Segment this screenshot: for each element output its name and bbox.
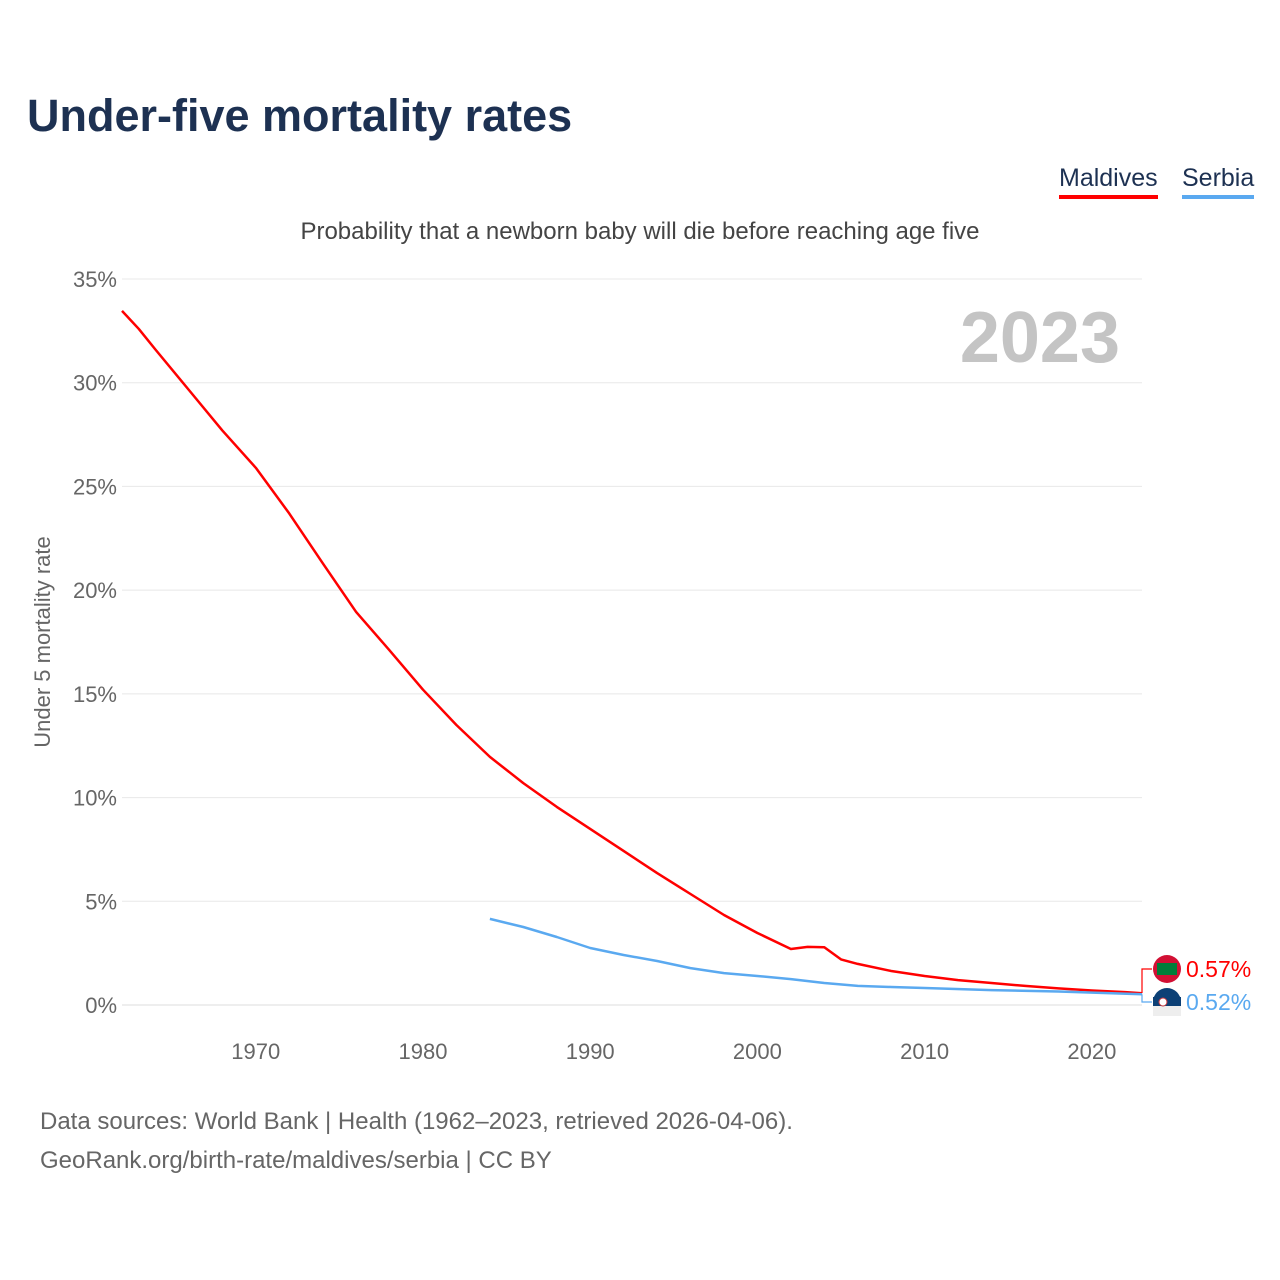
line-chart: 0% 5% 10% 15% 20% 25% 30% 35% 1970 1980 1990 2000 20…: [30, 267, 1251, 1064]
x-tick-label: 2010: [900, 1039, 949, 1064]
x-tick-label: 2000: [733, 1039, 782, 1064]
flag-emblem: [1158, 997, 1168, 1007]
end-value-label: 0.57%: [1186, 956, 1251, 982]
x-tick-label: 1990: [566, 1039, 615, 1064]
end-value-label: 0.52%: [1186, 989, 1251, 1015]
flag-center: [1157, 963, 1177, 975]
y-tick-label: 30%: [73, 371, 117, 396]
source-text: Data sources: World Bank | Health (1962–…: [40, 1108, 793, 1135]
label-connector: [1141, 994, 1152, 1003]
x-tick-label: 1980: [399, 1039, 448, 1064]
legend-serbia[interactable]: Serbia: [1182, 164, 1255, 199]
y-tick-label: 15%: [73, 682, 117, 707]
y-axis-label: Under 5 mortality rate: [30, 536, 55, 748]
series-line-maldives: [121, 310, 1143, 995]
legend-maldives[interactable]: Maldives: [1059, 164, 1158, 199]
y-tick-label: 25%: [73, 474, 117, 499]
chart-title: Under-five mortality rates: [27, 90, 573, 141]
label-connector: [1141, 968, 1152, 994]
x-tick-label: 1970: [231, 1039, 280, 1064]
flag-band: [1153, 1006, 1181, 1016]
y-tick-label: 10%: [73, 786, 117, 811]
source-url[interactable]: GeoRank.org/birth-rate/maldives/serbia |…: [40, 1147, 552, 1174]
y-tick-label: 20%: [73, 578, 117, 603]
y-tick-label: 0%: [85, 993, 117, 1018]
series-line-serbia: [489, 917, 1143, 996]
x-tick-label: 2020: [1067, 1039, 1116, 1064]
y-tick-label: 5%: [85, 889, 117, 914]
chart-subtitle: Probability that a newborn baby will die…: [300, 218, 980, 245]
y-tick-label: 35%: [73, 267, 117, 292]
year-label: 2023: [960, 298, 1120, 378]
